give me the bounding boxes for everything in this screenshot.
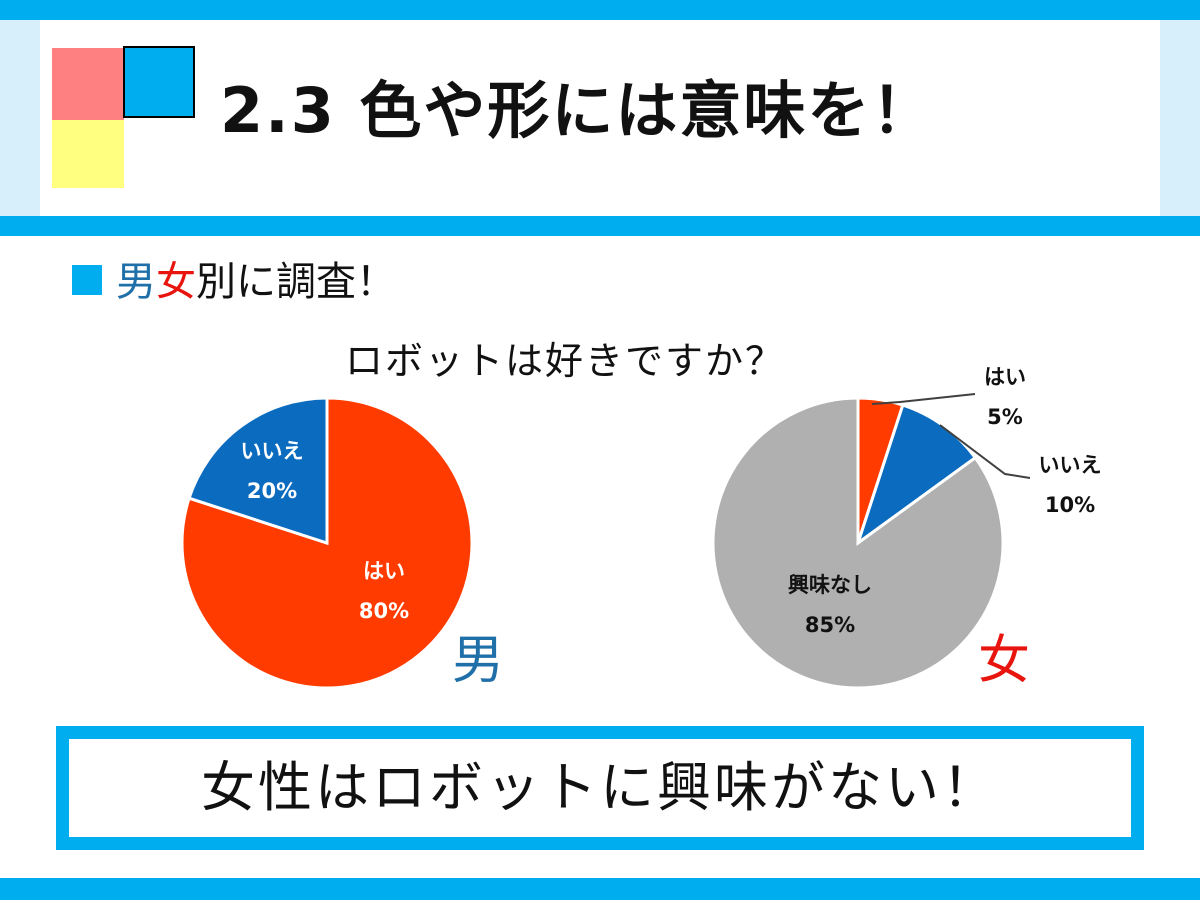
conclusion-box: [66, 736, 1134, 840]
top-accent-bar: [0, 0, 1200, 20]
middle-accent-bar: [0, 216, 1200, 236]
pie-0-label-1: いいえ: [241, 439, 304, 463]
pie-1-label-0: はい: [984, 365, 1026, 389]
pie-1-value-0: 5%: [987, 405, 1023, 429]
conclusion-text: 女性はロボットに興味がない！: [201, 756, 999, 819]
survey-question: ロボットは好きですか？: [345, 339, 786, 383]
pie-0-value-0: 80%: [359, 599, 409, 623]
pie-1-label-2: 興味なし: [788, 573, 872, 597]
pie-1-value-2: 85%: [805, 613, 855, 637]
pie-1-label-1: いいえ: [1039, 453, 1102, 477]
pie-1-group-label: 女: [978, 631, 1030, 691]
heading-rest: 別に調査！: [196, 259, 396, 305]
pie-0-slice-1: [187, 396, 329, 546]
heading-male-word: 男: [116, 259, 156, 305]
pie-1-value-1: 10%: [1045, 493, 1095, 517]
pie-1-slice-2: [711, 396, 1005, 690]
bottom-accent-bar: [0, 878, 1200, 900]
section-heading: 男女別に調査！: [72, 252, 396, 312]
pie-0-group-label: 男: [452, 631, 504, 691]
header-box: [40, 20, 1160, 216]
pie-1-leader-1: [939, 424, 1031, 479]
decor-blue-square: [123, 46, 195, 118]
heading-female-word: 女: [156, 259, 196, 305]
pie-0-value-1: 20%: [247, 479, 297, 503]
decor-red-square: [52, 48, 124, 120]
slide-title: 2.3 色や形には意味を！: [220, 74, 936, 147]
pie-0-label-0: はい: [363, 559, 405, 583]
pie-1-leader-0: [871, 393, 976, 405]
decor-yellow-square: [52, 120, 124, 188]
square-bullet-icon: [72, 265, 102, 295]
pie-1-slice-1: [855, 403, 978, 547]
